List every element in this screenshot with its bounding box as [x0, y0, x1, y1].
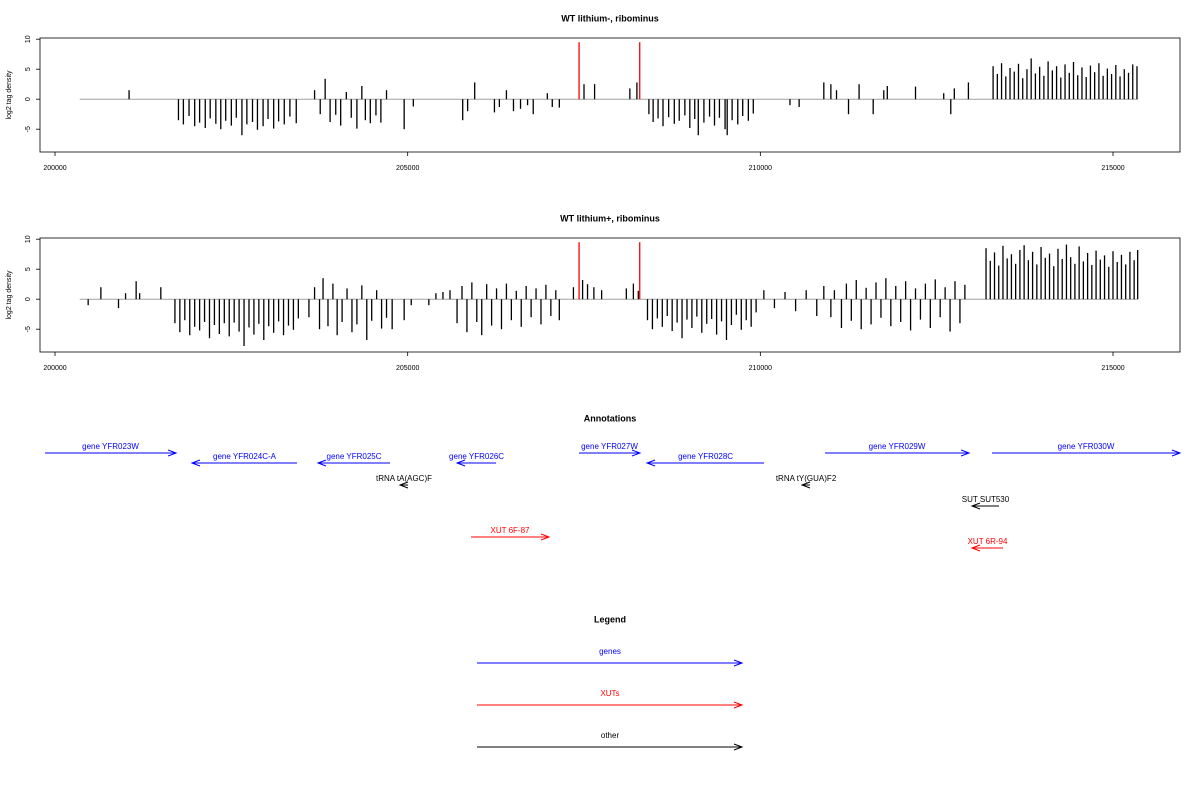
- feature-arrow: [190, 459, 298, 467]
- feature-label: XUT 6R-94: [968, 537, 1008, 546]
- x-tick-label: 210000: [749, 365, 772, 372]
- feature-arrow: [825, 449, 971, 457]
- y-tick-label: 5: [25, 67, 32, 71]
- feature-arrow: [316, 459, 391, 467]
- feature-label: gene YFR030W: [1058, 442, 1115, 451]
- feature-arrow: [970, 502, 1000, 510]
- feature-label: tRNA tA(AGC)F: [376, 474, 432, 483]
- y-tick-label: 0: [25, 297, 32, 301]
- feature-arrow: [970, 544, 1004, 552]
- feature-arrow: [992, 449, 1182, 457]
- legend-label: other: [601, 731, 620, 740]
- x-tick-label: 200000: [43, 365, 66, 372]
- y-tick-label: 10: [25, 235, 32, 243]
- x-tick-label: 215000: [1101, 165, 1124, 172]
- feature-arrow: [398, 481, 409, 489]
- feature-label: tRNA tY(GUA)F2: [776, 474, 837, 483]
- x-tick-label: 205000: [396, 165, 419, 172]
- feature-arrow: [471, 533, 551, 541]
- y-tick-label: -5: [25, 326, 32, 332]
- y-tick-label: 5: [25, 267, 32, 271]
- feature-arrow: [579, 449, 642, 457]
- y-tick-label: 10: [25, 35, 32, 43]
- x-tick-label: 210000: [749, 165, 772, 172]
- feature-label: SUT SUT530: [962, 495, 1010, 504]
- track-title: WT lithium-, ribominus: [561, 13, 659, 23]
- feature-label: gene YFR025C: [327, 452, 382, 461]
- feature-arrow: [455, 459, 497, 467]
- y-tick-label: -5: [25, 126, 32, 132]
- feature-label: XUT 6F-87: [491, 526, 531, 535]
- track-title: WT lithium+, ribominus: [560, 213, 660, 223]
- plot-frame: [39, 237, 1181, 353]
- legend-label: genes: [599, 647, 621, 656]
- feature-arrow: [645, 459, 765, 467]
- feature-label: gene YFR024C-A: [213, 452, 277, 461]
- y-tick-label: 0: [25, 97, 32, 101]
- plot-frame: [39, 37, 1181, 153]
- x-tick-label: 200000: [43, 165, 66, 172]
- feature-label: gene YFR027W: [581, 442, 638, 451]
- x-tick-label: 215000: [1101, 365, 1124, 372]
- legend-title: Legend: [594, 614, 626, 624]
- feature-label: gene YFR023W: [82, 442, 139, 451]
- feature-label: gene YFR028C: [678, 452, 733, 461]
- feature-arrow: [45, 449, 178, 457]
- legend-arrow: [477, 701, 744, 709]
- x-tick-label: 205000: [396, 365, 419, 372]
- legend-label: XUTs: [600, 689, 619, 698]
- y-axis-label: log2 tag density: [6, 270, 13, 320]
- feature-label: gene YFR026C: [449, 452, 504, 461]
- feature-arrow: [800, 481, 811, 489]
- annotations-title: Annotations: [584, 413, 637, 423]
- y-axis-label: log2 tag density: [6, 70, 13, 120]
- legend-arrow: [477, 743, 744, 751]
- feature-label: gene YFR029W: [869, 442, 926, 451]
- legend-arrow: [477, 659, 744, 667]
